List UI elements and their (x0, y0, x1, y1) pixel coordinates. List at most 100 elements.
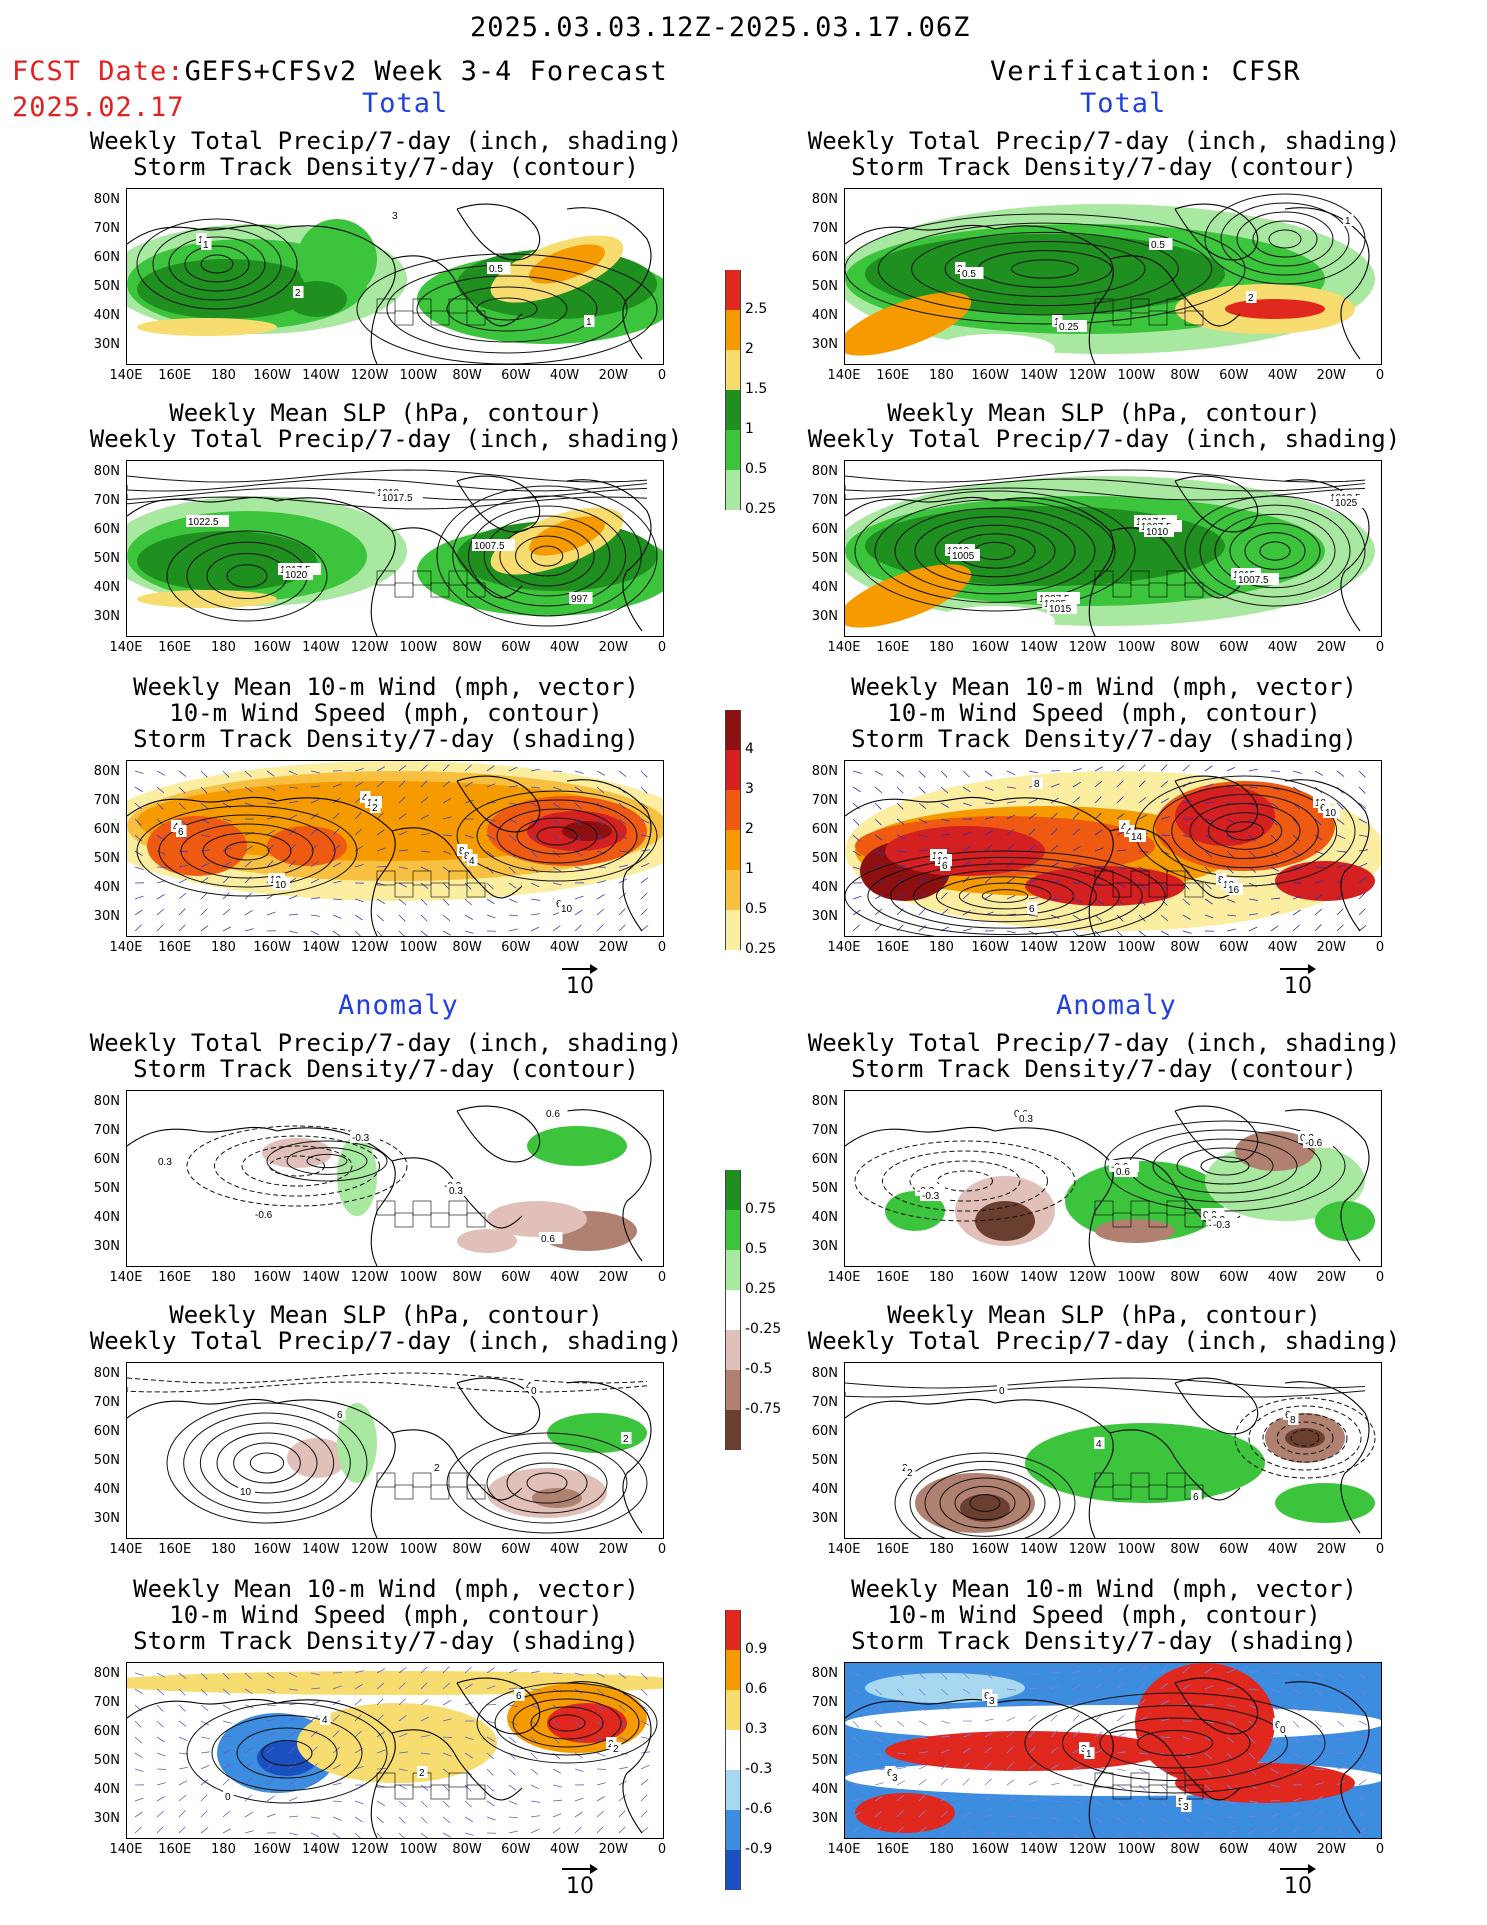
state-boundary (1094, 570, 1114, 586)
wind-vector (852, 1672, 862, 1676)
contour-label: 4 (469, 856, 475, 867)
colorbar-segment (725, 1330, 741, 1370)
wind-vector (918, 1810, 926, 1818)
wind-vector (354, 845, 363, 852)
wind-vector (1160, 1816, 1169, 1824)
contour-line (845, 213, 1246, 325)
contour-line (894, 1452, 1076, 1538)
wind-vector (1182, 764, 1190, 772)
contour-line (1259, 541, 1291, 561)
wind-vector (1138, 764, 1146, 772)
contour-line (1152, 1138, 1298, 1194)
wind-vector (332, 898, 343, 901)
section-total-left: Total (362, 88, 449, 119)
wind-vector (1226, 898, 1236, 903)
lon-tick-label: 100W (1117, 1842, 1156, 1857)
wind-vector (1050, 812, 1058, 820)
lon-tick-label: 120W (1068, 368, 1107, 383)
wind-vector (354, 828, 362, 836)
wind-vector (288, 1688, 298, 1691)
lat-tick-label: 40N (93, 880, 120, 895)
wind-vector (962, 1830, 972, 1834)
contour-label: 6 (516, 1691, 522, 1702)
wind-vector (1138, 1832, 1147, 1838)
contour-label-bg (1288, 1413, 1299, 1425)
lon-tick-label: 140W (302, 368, 340, 383)
wind-vector (1226, 1704, 1236, 1707)
wind-vector (354, 1766, 364, 1770)
wind-vector (962, 770, 970, 778)
wind-vector (618, 924, 626, 932)
wind-vector (420, 1752, 430, 1755)
wind-vector (288, 844, 296, 852)
wind-vector (896, 786, 904, 794)
lat-tick-label: 70N (93, 493, 120, 508)
contour-line (1104, 1120, 1346, 1212)
wind-vector (1050, 914, 1060, 919)
coastline (1109, 1729, 1241, 1801)
contour-line (877, 222, 1213, 316)
wind-vector (266, 1718, 276, 1722)
lon-tick-label: 80W (452, 1842, 482, 1857)
colorbar-segment (725, 910, 741, 950)
state-boundary (1166, 570, 1186, 586)
wind-vector (918, 1720, 928, 1726)
lon-tick-label: 100W (399, 368, 438, 383)
colorbar-segment (725, 350, 741, 390)
wind-vector (1138, 898, 1146, 906)
wind-vector (1182, 1683, 1191, 1690)
wind-vector (178, 864, 188, 868)
contour-label: 3 (392, 211, 398, 222)
lon-tick-label: 140W (1020, 1842, 1058, 1857)
wind-vector (1270, 911, 1280, 916)
wind-vector (1072, 1698, 1080, 1706)
wind-vector (1182, 1816, 1191, 1822)
wind-vector (420, 866, 430, 872)
contour-line (127, 478, 648, 492)
wind-vector (1006, 895, 1016, 900)
wind-vector (288, 895, 298, 900)
wind-vector (618, 864, 628, 868)
wind-vector (1358, 1764, 1368, 1770)
wind-vector (1028, 1687, 1038, 1690)
wind-vector (398, 796, 406, 804)
state-boundary (466, 1784, 486, 1800)
shading-region (562, 821, 612, 841)
wind-vector (1248, 1688, 1258, 1691)
title-anom-slp-right: Weekly Mean SLP (hPa, contour) Weekly To… (807, 1301, 1401, 1355)
wind-vector (984, 844, 993, 852)
lon-tick-label: 160E (876, 640, 910, 655)
wind-vector (640, 892, 648, 900)
wind-vector (486, 1768, 494, 1776)
wind-vector (1050, 783, 1060, 788)
wind-vector (962, 845, 971, 852)
wind-vector (640, 862, 650, 868)
wind-vector (1050, 797, 1059, 804)
contour-label-bg (1144, 525, 1174, 537)
wind-vector (618, 770, 627, 777)
wind-vector (1028, 1715, 1037, 1722)
wind-vector (1050, 1782, 1060, 1786)
wind-vector (1028, 813, 1037, 820)
lat-tick-label: 40N (811, 580, 838, 595)
coastline (994, 1699, 1114, 1838)
contour-label-bg (569, 592, 593, 604)
wind-vector (1050, 1816, 1060, 1821)
coastline (1284, 479, 1370, 632)
wind-vector (552, 786, 562, 791)
wind-vector (640, 1810, 648, 1818)
wind-vector (486, 783, 496, 788)
wind-vector (178, 1736, 188, 1742)
map-canvas: 481012641061081416106 (845, 764, 1381, 936)
wind-vector (1028, 844, 1036, 852)
wind-vector (530, 802, 540, 807)
contour-label-bg (1129, 830, 1146, 842)
wind-vector (596, 1752, 606, 1757)
lat-tick-label: 50N (811, 851, 838, 866)
wind-vector (200, 1736, 210, 1740)
wind-vector (1094, 1832, 1101, 1838)
wind-vector (222, 926, 232, 932)
colorbar-label: 0.5 (745, 1241, 768, 1257)
contour-label: 4 (322, 1715, 328, 1726)
